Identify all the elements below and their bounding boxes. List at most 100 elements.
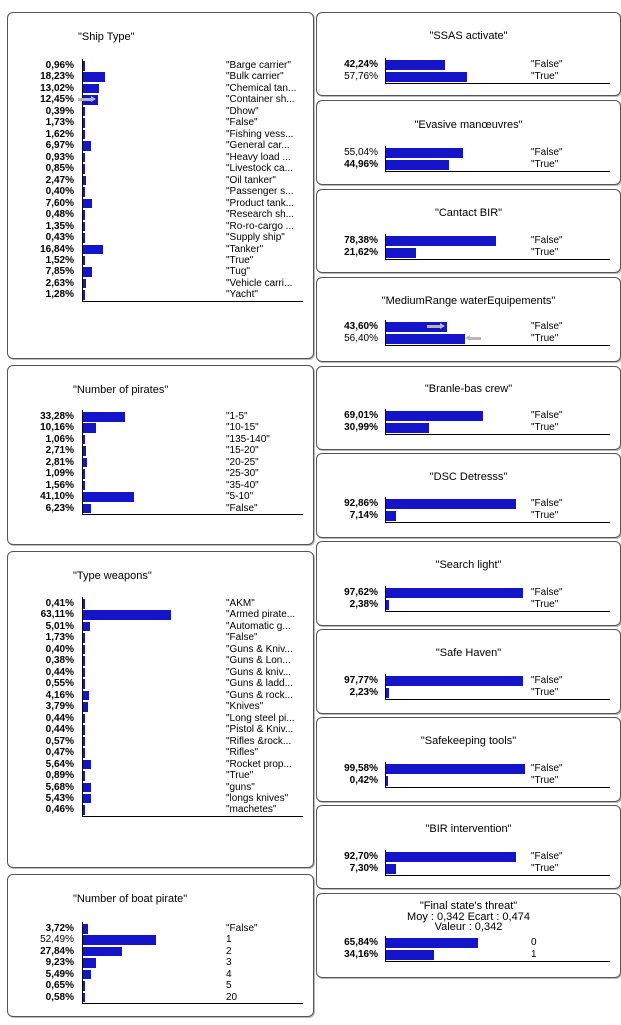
state-row[interactable]: 4,16% "Guns & rock... xyxy=(8,690,315,702)
state-row[interactable]: 7,85% "Tug" xyxy=(8,266,315,278)
node-ssas-activate[interactable]: "SSAS activate" 42,24% "False" 57,76% "True" xyxy=(316,12,621,96)
state-row[interactable]: 69,01% "False" xyxy=(317,410,621,422)
state-row[interactable]: 42,24% "False" xyxy=(317,59,621,71)
state-row[interactable]: 2,47% "Oil tanker" xyxy=(8,175,315,187)
state-row[interactable]: 0,44% "Long steel pi... xyxy=(8,713,315,725)
state-row[interactable]: 56,40% "True" xyxy=(317,333,621,345)
node-type-weapons[interactable]: "Type weapons" 0,41% "AKM" 63,11% "Armed pir… xyxy=(7,551,314,868)
state-row[interactable]: 0,42% "True" xyxy=(317,775,621,787)
state-row[interactable]: 0,43% "Supply ship" xyxy=(8,232,315,244)
state-row[interactable]: 55,04% "False" xyxy=(317,147,621,159)
probability-bar xyxy=(83,503,91,514)
node-dsc-detresss[interactable]: "DSC Detresss" 92,86% "False" 7,14% "True" xyxy=(316,453,621,538)
state-label: "Knives" xyxy=(226,701,264,713)
node-safekeeping-tools[interactable]: "Safekeeping tools" 99,58% "False" 0,42% "Tr… xyxy=(316,717,621,802)
state-row[interactable]: 43,60% "False" xyxy=(317,321,621,333)
state-row[interactable]: 3,72% "False" xyxy=(8,923,315,935)
state-row[interactable]: 5,64% "Rocket prop... xyxy=(8,759,315,771)
node-number-of-pirates[interactable]: "Number of pirates" 33,28% "1-5" 10,16% "10-… xyxy=(7,365,314,545)
state-row[interactable]: 9,23% 3 xyxy=(8,957,315,969)
state-row[interactable]: 12,45% "Container sh... xyxy=(8,94,315,106)
probability-bar xyxy=(83,992,85,1003)
node-safe-haven[interactable]: "Safe Haven" 97,77% "False" 2,23% "True" xyxy=(316,629,621,714)
state-row[interactable]: 6,23% "False" xyxy=(8,503,315,515)
state-row[interactable]: 1,62% "Fishing vess... xyxy=(8,129,315,141)
probability-bar xyxy=(83,175,86,186)
state-row[interactable]: 92,70% "False" xyxy=(317,851,621,863)
state-row[interactable]: 0,58% 20 xyxy=(8,992,315,1004)
state-row[interactable]: 0,57% "Rifles &rock... xyxy=(8,736,315,748)
state-row[interactable]: 57,76% "True" xyxy=(317,71,621,83)
state-row[interactable]: 41,10% "5-10" xyxy=(8,491,315,503)
state-row[interactable]: 0,41% "AKM" xyxy=(8,598,315,610)
state-probability: 2,23% xyxy=(349,687,378,698)
state-row[interactable]: 30,99% "True" xyxy=(317,422,621,434)
node-number-of-boat-pirate[interactable]: "Number of boat pirate" 3,72% "False" 52,49… xyxy=(7,874,314,1017)
state-row[interactable]: 27,84% 2 xyxy=(8,946,315,958)
state-row[interactable]: 33,28% "1-5" xyxy=(8,411,315,423)
state-row[interactable]: 6,97% "General car... xyxy=(8,140,315,152)
state-row[interactable]: 13,02% "Chemical tan... xyxy=(8,83,315,95)
state-row[interactable]: 78,38% "False" xyxy=(317,235,621,247)
node-bir-intervention[interactable]: "BIR intervention" 92,70% "False" 7,30% "Tru… xyxy=(316,805,621,889)
state-row[interactable]: 2,63% "Vehicle carri... xyxy=(8,278,315,290)
state-row[interactable]: 65,84% 0 xyxy=(317,937,621,949)
state-row[interactable]: 0,96% "Barge carrier" xyxy=(8,60,315,72)
state-row[interactable]: 1,35% "Ro-ro-cargo ... xyxy=(8,221,315,233)
state-row[interactable]: 0,38% "Guns & Lon... xyxy=(8,655,315,667)
state-row[interactable]: 1,09% "25-30" xyxy=(8,468,315,480)
state-row[interactable]: 1,28% "Yacht" xyxy=(8,289,315,301)
state-row[interactable]: 0,65% 5 xyxy=(8,980,315,992)
state-row[interactable]: 0,40% "Passenger s... xyxy=(8,186,315,198)
state-row[interactable]: 0,46% "machetes" xyxy=(8,804,315,816)
node-mediumrange-water-equipements[interactable]: "MediumRange waterEquipements" 43,60% "Fal… xyxy=(316,277,621,362)
state-row[interactable]: 7,14% "True" xyxy=(317,510,621,522)
state-row[interactable]: 7,60% "Product tank... xyxy=(8,198,315,210)
node-ship-type[interactable]: "Ship Type" 0,96% "Barge carrier" 18,23% "Bu… xyxy=(7,12,314,359)
state-row[interactable]: 0,89% "True" xyxy=(8,770,315,782)
state-row[interactable]: 1,56% "35-40" xyxy=(8,480,315,492)
node-branle-bas-crew[interactable]: "Branle-bas crew" 69,01% "False" 30,99% "Tru… xyxy=(316,366,621,450)
state-row[interactable]: 1,73% "False" xyxy=(8,632,315,644)
state-row[interactable]: 5,01% "Automatic g... xyxy=(8,621,315,633)
state-row[interactable]: 18,23% "Bulk carrier" xyxy=(8,71,315,83)
state-row[interactable]: 3,79% "Knives" xyxy=(8,701,315,713)
state-row[interactable]: 1,73% "False" xyxy=(8,117,315,129)
state-row[interactable]: 34,16% 1 xyxy=(317,949,621,961)
state-row[interactable]: 1,06% "135-140" xyxy=(8,434,315,446)
state-row[interactable]: 63,11% "Armed pirate... xyxy=(8,609,315,621)
state-row[interactable]: 99,58% "False" xyxy=(317,763,621,775)
state-row[interactable]: 5,68% "guns" xyxy=(8,782,315,794)
state-row[interactable]: 97,62% "False" xyxy=(317,587,621,599)
state-row[interactable]: 5,43% "longs knives" xyxy=(8,793,315,805)
state-label: "True" xyxy=(531,159,559,170)
state-row[interactable]: 10,16% "10-15" xyxy=(8,422,315,434)
state-row[interactable]: 0,44% "Pistol & Kniv... xyxy=(8,724,315,736)
node-final-states-threat[interactable]: "Final state's threat" Moy : 0,342 Ecart … xyxy=(316,893,621,978)
node-search-light[interactable]: "Search light" 97,62% "False" 2,38% "True" xyxy=(316,541,621,626)
state-row[interactable]: 44,96% "True" xyxy=(317,159,621,171)
state-row[interactable]: 0,85% "Livestock ca... xyxy=(8,163,315,175)
state-row[interactable]: 1,52% "True" xyxy=(8,255,315,267)
state-row[interactable]: 0,47% "Rifles" xyxy=(8,747,315,759)
state-row[interactable]: 2,81% "20-25" xyxy=(8,457,315,469)
state-row[interactable]: 2,23% "True" xyxy=(317,687,621,699)
node-evasive-manoeuvres[interactable]: "Evasive manœuvres" 55,04% "False" 44,96% "T… xyxy=(316,100,621,185)
state-row[interactable]: 2,38% "True" xyxy=(317,599,621,611)
state-row[interactable]: 0,55% "Guns & ladd... xyxy=(8,678,315,690)
state-row[interactable]: 7,30% "True" xyxy=(317,863,621,875)
state-row[interactable]: 0,93% "Heavy load ... xyxy=(8,152,315,164)
state-row[interactable]: 21,62% "True" xyxy=(317,247,621,259)
state-row[interactable]: 0,39% "Dhow" xyxy=(8,106,315,118)
state-row[interactable]: 0,44% "Guns & kniv... xyxy=(8,667,315,679)
state-row[interactable]: 52,49% 1 xyxy=(8,934,315,946)
node-cantact-bir[interactable]: "Cantact BIR" 78,38% "False" 21,62% "True" xyxy=(316,189,621,273)
state-row[interactable]: 16,84% "Tanker" xyxy=(8,244,315,256)
state-row[interactable]: 2,71% "15-20" xyxy=(8,445,315,457)
state-row[interactable]: 0,40% "Guns & Kniv... xyxy=(8,644,315,656)
state-probability: 0,85% xyxy=(45,163,74,175)
state-row[interactable]: 5,49% 4 xyxy=(8,969,315,981)
state-row[interactable]: 0,48% "Research sh... xyxy=(8,209,315,221)
state-row[interactable]: 97,77% "False" xyxy=(317,675,621,687)
state-row[interactable]: 92,86% "False" xyxy=(317,498,621,510)
